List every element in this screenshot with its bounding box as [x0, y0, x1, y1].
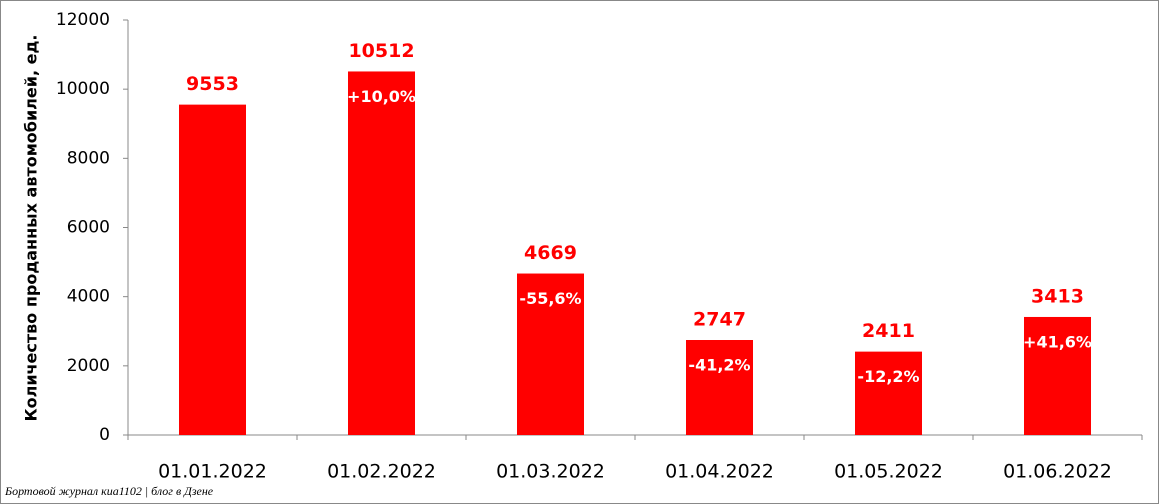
- y-axis-label: Количество проданных автомобилей, ед.: [22, 35, 41, 422]
- x-tick-label: 01.05.2022: [834, 461, 943, 483]
- value-label: 2411: [862, 320, 915, 342]
- bar: [1024, 316, 1091, 435]
- x-tick-label: 01.01.2022: [158, 461, 267, 483]
- x-tick-label: 01.06.2022: [1003, 461, 1112, 483]
- y-tick-label: 8000: [67, 148, 110, 168]
- y-tick-label: 0: [99, 425, 110, 445]
- y-tick-label: 6000: [67, 218, 110, 238]
- change-label: -12,2%: [857, 367, 919, 386]
- y-tick-label: 12000: [56, 10, 110, 30]
- bar: [348, 71, 415, 436]
- value-label: 10512: [348, 40, 414, 62]
- watermark: Бортовой журнал киа1102 | блог в Дзене: [4, 484, 214, 498]
- y-tick-label: 4000: [67, 287, 110, 307]
- value-label: 9553: [186, 73, 239, 95]
- value-label: 4669: [524, 242, 577, 264]
- bar: [517, 273, 584, 435]
- value-label: 2747: [693, 308, 746, 330]
- bar: [686, 339, 753, 435]
- x-tick-label: 01.03.2022: [496, 461, 605, 483]
- change-label: +10,0%: [347, 87, 416, 106]
- change-label: +41,6%: [1023, 332, 1092, 351]
- value-label: 3413: [1031, 285, 1084, 307]
- x-tick-label: 01.04.2022: [665, 461, 774, 483]
- y-tick-label: 10000: [56, 79, 110, 99]
- bar: [179, 104, 246, 435]
- change-label: -55,6%: [519, 289, 581, 308]
- bar: [855, 351, 922, 435]
- change-label: -41,2%: [688, 355, 750, 374]
- y-tick-label: 2000: [67, 356, 110, 376]
- x-tick-label: 01.02.2022: [327, 461, 436, 483]
